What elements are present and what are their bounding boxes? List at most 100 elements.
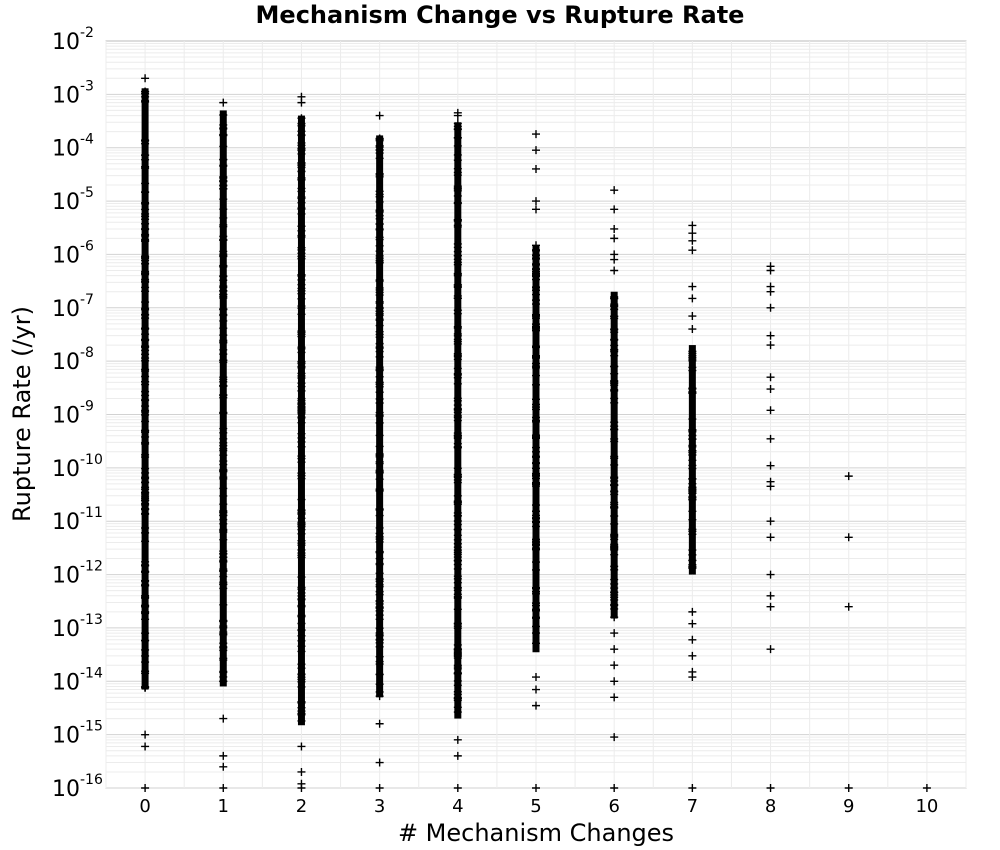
data-point (141, 87, 150, 96)
data-point (610, 335, 619, 344)
data-point (610, 234, 619, 243)
data-point (610, 511, 619, 520)
data-point (453, 475, 462, 484)
data-point (532, 432, 540, 441)
data-point (219, 272, 228, 281)
data-point (532, 701, 540, 710)
data-point (453, 322, 462, 331)
data-point (219, 677, 228, 686)
data-point (141, 658, 150, 667)
data-point (141, 254, 150, 263)
data-point (453, 681, 462, 690)
data-point (610, 544, 619, 553)
data-point (375, 172, 384, 181)
y-tick-label: 10 (52, 297, 80, 322)
data-point (532, 300, 540, 309)
data-point (219, 617, 228, 626)
data-point (453, 355, 462, 364)
data-point (766, 341, 775, 350)
data-point (688, 294, 697, 303)
data-point (141, 74, 150, 83)
data-point (375, 451, 384, 460)
data-point (766, 482, 775, 491)
data-point (375, 197, 384, 206)
data-point (297, 198, 306, 207)
data-point (766, 331, 775, 340)
data-point (219, 646, 228, 655)
data-point (297, 588, 306, 597)
data-point (532, 197, 540, 206)
data-point (219, 751, 228, 760)
y-tick-label: 10 (52, 404, 80, 429)
data-point (453, 553, 462, 562)
y-axis-label: Rupture Rate (/yr) (8, 306, 36, 522)
data-point (844, 602, 853, 611)
data-point (610, 473, 619, 482)
data-point (610, 490, 619, 499)
data-point (141, 155, 150, 164)
data-point (766, 602, 775, 611)
data-point (610, 460, 619, 469)
x-tick-label: 1 (218, 796, 229, 817)
data-point (532, 545, 540, 554)
data-point (766, 591, 775, 600)
data-point (375, 687, 384, 696)
data-point (297, 742, 306, 751)
data-point (453, 122, 462, 131)
data-point (375, 784, 384, 792)
y-axis-ticks: 10-210-310-410-510-610-710-810-910 -1010-… (52, 25, 103, 802)
data-point (375, 719, 384, 728)
data-point (610, 645, 619, 654)
data-point (297, 374, 306, 383)
data-point (532, 323, 540, 332)
data-point (297, 121, 306, 130)
y-tick-exponent: -6 (80, 238, 94, 254)
x-tick-label: 9 (843, 796, 854, 817)
data-point (219, 350, 228, 359)
data-point (219, 465, 228, 474)
data-point (141, 629, 150, 638)
data-point (453, 431, 462, 440)
data-point (532, 395, 540, 404)
data-point (688, 493, 697, 502)
data-point (688, 530, 697, 539)
data-point (453, 198, 462, 207)
data-point (141, 188, 150, 197)
data-point (532, 784, 540, 792)
data-point (610, 314, 619, 323)
data-point (219, 500, 228, 509)
y-tick-exponent: -8 (80, 345, 94, 361)
data-point (610, 186, 619, 195)
data-point (297, 138, 306, 147)
data-point (532, 286, 540, 295)
data-point (453, 183, 462, 192)
data-point (766, 784, 775, 792)
data-point (297, 130, 306, 139)
data-point (610, 255, 619, 264)
data-point (375, 363, 384, 372)
data-point (141, 231, 150, 240)
data-point (297, 167, 306, 176)
data-point (453, 364, 462, 373)
y-tick-exponent: -2 (80, 25, 94, 41)
data-point (219, 316, 228, 325)
data-point (532, 417, 540, 426)
data-point (141, 330, 150, 339)
data-point (375, 347, 384, 356)
data-point (844, 784, 853, 792)
data-point (141, 426, 150, 435)
data-point (297, 525, 306, 534)
x-tick-label: 4 (452, 796, 463, 817)
data-point (375, 560, 384, 569)
data-point (219, 491, 228, 500)
data-point (375, 431, 384, 440)
data-point (375, 442, 384, 451)
data-point (297, 408, 306, 417)
data-point (532, 371, 540, 380)
data-point (688, 784, 697, 792)
data-point (141, 601, 150, 610)
y-tick-label: 10 (52, 617, 80, 642)
data-point (375, 394, 384, 403)
data-point (610, 784, 619, 792)
